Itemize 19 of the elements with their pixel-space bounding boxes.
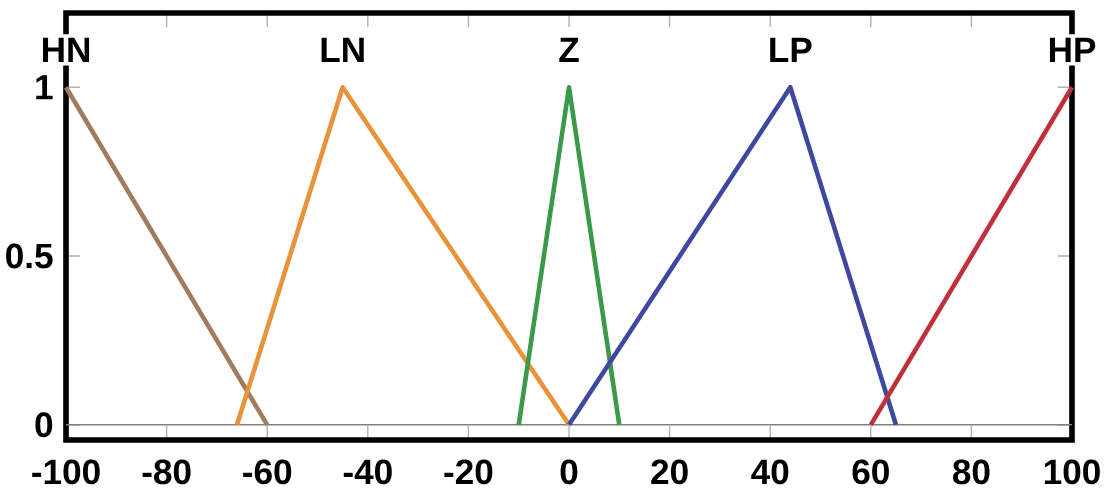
- x-tick-label: -80: [142, 459, 191, 485]
- series-label: HN: [42, 37, 90, 62]
- y-tick-label: 0.5: [6, 243, 53, 269]
- x-tick-label: -100: [32, 459, 100, 485]
- x-tick-label: -60: [243, 459, 292, 485]
- x-tick-label: 60: [852, 459, 889, 485]
- x-tick-label: -40: [343, 459, 392, 485]
- y-tick-label: 1: [36, 75, 53, 100]
- x-tick-label: 80: [952, 459, 990, 485]
- x-tick-label: 40: [751, 459, 789, 485]
- series-label: LP: [770, 37, 812, 62]
- series-label: HP: [1049, 37, 1096, 62]
- x-tick-label: -20: [444, 459, 493, 485]
- x-tick-label: 20: [651, 459, 688, 485]
- x-tick-label: 100: [1044, 459, 1100, 485]
- y-tick-label: 0: [35, 412, 53, 438]
- series-label: Z: [559, 37, 579, 62]
- x-tick-label: 0: [560, 459, 578, 485]
- series-label: LN: [321, 37, 364, 62]
